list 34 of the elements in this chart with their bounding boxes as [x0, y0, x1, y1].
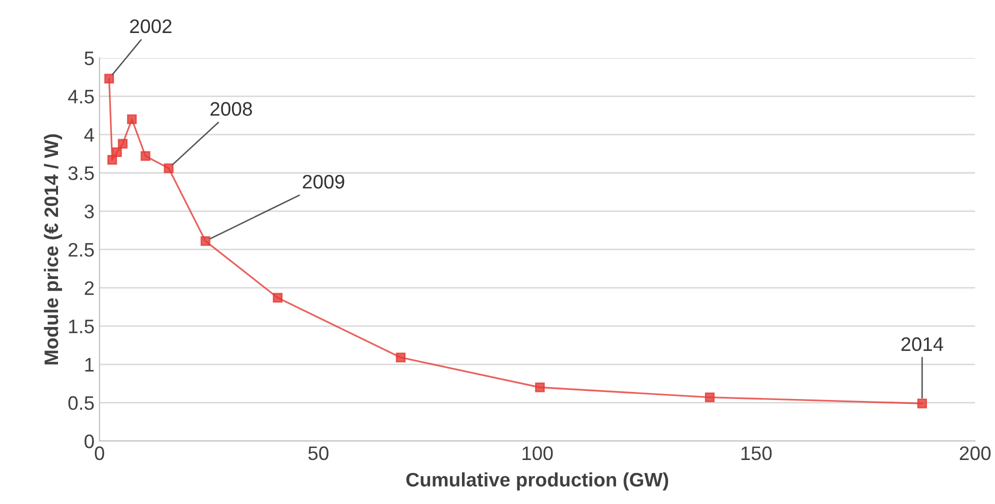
- y-tick-label: 4: [84, 128, 94, 142]
- point: [118, 138, 128, 149]
- point: [917, 398, 927, 408]
- x-tick-label: 50: [308, 446, 328, 460]
- y-tick-label: 3: [84, 204, 94, 218]
- x-tick-label: 0: [94, 446, 104, 460]
- y-tick-label: 1.5: [69, 320, 94, 334]
- y-axis-title: Module price (€ 2014 / W): [44, 134, 62, 364]
- point: [112, 147, 122, 158]
- annotation: 2002: [130, 19, 172, 34]
- point: [104, 74, 114, 84]
- annotation: 2009: [302, 174, 344, 189]
- annotation: 2008: [210, 102, 252, 116]
- point: [396, 352, 406, 362]
- point: [704, 392, 715, 402]
- point: [140, 151, 150, 161]
- x-axis-title: Cumulative production (GW): [406, 472, 668, 490]
- y-tick-label: 1: [85, 358, 94, 372]
- y-tick-label: 4.5: [68, 90, 94, 104]
- y-tick-label: 0: [84, 434, 94, 448]
- point: [164, 163, 174, 174]
- point: [272, 292, 283, 303]
- y-tick-label: 2.5: [68, 242, 94, 257]
- point: [200, 236, 210, 246]
- y-tick-label: 3.5: [68, 166, 94, 180]
- x-tick-label: 200: [960, 446, 991, 460]
- annotation: 2014: [901, 337, 944, 352]
- x-tick-label: 150: [741, 446, 772, 460]
- y-tick-label: 5: [84, 52, 94, 66]
- point: [535, 382, 545, 392]
- y-tick-label: 2: [84, 281, 94, 295]
- point: [127, 114, 137, 124]
- x-tick-label: 100: [522, 446, 553, 460]
- y-tick-label: 0.5: [68, 396, 94, 410]
